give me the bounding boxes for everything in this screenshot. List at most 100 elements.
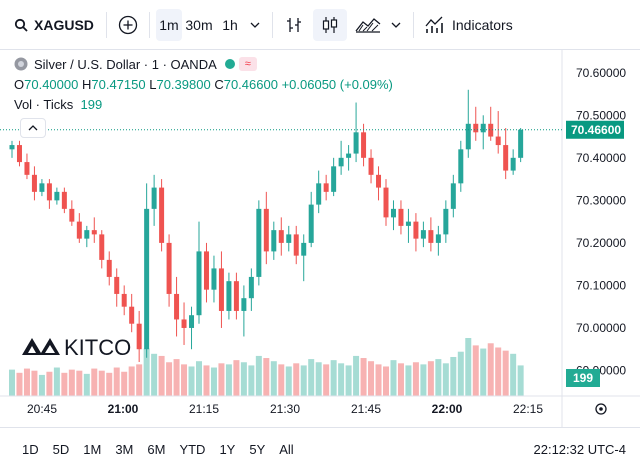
interval-1m-button[interactable]: 1m	[156, 8, 182, 41]
settings-icon-center	[599, 407, 603, 411]
volume-bar	[225, 364, 232, 396]
legend-volume-row: Vol · Ticks 199	[14, 94, 393, 114]
settings-icon[interactable]	[595, 403, 607, 415]
price-tick-label: 70.30000	[576, 193, 626, 207]
volume-bar	[435, 359, 442, 396]
price-tick-label: 70.40000	[576, 151, 626, 165]
price-tick-label: 70.50000	[576, 108, 626, 122]
range-1y-button[interactable]: 1Y	[219, 442, 236, 457]
area-chart-type-button[interactable]	[351, 9, 385, 41]
candle-body	[136, 323, 142, 350]
price-chart[interactable]: KITCO 70.60000 70.50000 70.40000 70.30000 70.…	[0, 50, 640, 427]
candle-body	[189, 315, 195, 328]
date-range-group: 1D 5D 1M 3M 6M YTD 1Y 5Y All	[0, 442, 300, 457]
volume-bar	[293, 363, 300, 396]
time-tick-label: 21:45	[351, 402, 381, 416]
volume-bar	[450, 356, 457, 396]
interval-1h-button[interactable]: 1h	[216, 9, 244, 41]
bar-chart-type-button[interactable]	[279, 9, 309, 41]
close-label: C	[214, 76, 224, 92]
price-tick-label: 70.00000	[576, 321, 626, 335]
volume-bar	[412, 362, 419, 396]
candle-body	[256, 208, 262, 277]
volume-bar	[240, 362, 247, 396]
range-5y-button[interactable]: 5Y	[249, 442, 266, 457]
indicators-button[interactable]: Indicators	[420, 9, 513, 41]
candles-icon	[322, 16, 338, 33]
compare-button[interactable]	[113, 9, 143, 41]
candle-body	[76, 221, 82, 239]
legend-ohlc-row: O 70.40000 H 70.47150 L 70.39800 C 70.46600 …	[14, 74, 393, 94]
collapse-legend-button[interactable]	[20, 118, 46, 138]
close-value: 70.46600	[223, 76, 278, 92]
volume-bar	[315, 362, 322, 396]
candle-chart-type-button[interactable]	[313, 8, 347, 41]
change-value: +0.06050 (+0.09%)	[281, 76, 393, 92]
high-label: H	[81, 76, 92, 92]
volume-bar	[46, 371, 53, 396]
candle-body	[181, 319, 187, 328]
symbol-search[interactable]: XAGUSD	[0, 9, 100, 41]
candle-body	[301, 242, 307, 256]
range-1m-button[interactable]: 1M	[83, 442, 102, 457]
toolbar-divider	[413, 11, 414, 38]
timezone-clock[interactable]: 22:12:32 UTC-4	[533, 442, 627, 457]
candle-body	[331, 166, 337, 192]
chart-type-dropdown[interactable]	[385, 9, 407, 41]
search-icon	[14, 18, 28, 32]
range-1d-button[interactable]: 1D	[22, 442, 39, 457]
volume-bar	[166, 362, 173, 396]
candle-body	[16, 145, 22, 163]
symbol-label: XAGUSD	[34, 16, 94, 33]
candle-body	[435, 234, 441, 243]
range-all-button[interactable]: All	[279, 442, 294, 457]
candle-body	[473, 123, 479, 133]
range-ytd-button[interactable]: YTD	[179, 442, 206, 457]
volume-bar	[113, 367, 120, 396]
volume-bar	[98, 370, 105, 396]
volume-bar	[390, 360, 397, 396]
candle-body	[233, 281, 239, 311]
volume-bar	[210, 367, 217, 396]
volume-bar	[16, 372, 23, 396]
interval-label: 1m	[159, 16, 179, 33]
kitco-watermark: KITCO	[64, 335, 131, 360]
volume-bar	[405, 365, 412, 396]
volume-bar	[106, 372, 113, 396]
volume-bar	[143, 348, 150, 396]
ohlc-bars-icon	[287, 17, 301, 32]
volume-bar	[233, 360, 240, 396]
range-5d-button[interactable]: 5D	[52, 442, 70, 457]
high-value: 70.47150	[91, 76, 146, 92]
volume-bar	[300, 365, 307, 396]
price-tick-label: 70.10000	[576, 278, 626, 292]
chevron-down-icon	[391, 22, 401, 28]
volume-bar	[465, 338, 472, 396]
volume-bar	[248, 365, 255, 396]
range-3m-button[interactable]: 3M	[115, 442, 134, 457]
candle-body	[61, 191, 67, 209]
time-tick-label: 22:00	[432, 402, 463, 416]
volume-bar	[517, 365, 524, 396]
volume-bar	[121, 371, 128, 396]
volume-bar	[427, 361, 434, 396]
range-6m-button[interactable]: 6M	[147, 442, 166, 457]
volume-bar	[9, 369, 15, 396]
volume-bar	[203, 365, 210, 396]
silver-symbol-icon	[14, 57, 28, 71]
volume-value: 199	[80, 96, 103, 112]
candle-body	[488, 123, 494, 137]
interval-dropdown[interactable]	[244, 9, 266, 41]
interval-30m-button[interactable]: 30m	[182, 9, 216, 41]
volume-bar	[136, 364, 143, 396]
candle-body	[480, 123, 486, 133]
legend-title: Silver / U.S. Dollar · 1 · OANDA	[34, 56, 217, 72]
candle-body	[458, 149, 464, 184]
volume-bar	[368, 361, 375, 396]
candle-body	[46, 183, 52, 201]
data-flag-icon: ≈	[238, 57, 257, 71]
volume-bar	[420, 364, 427, 396]
candle-body	[54, 191, 60, 201]
volume-bar	[510, 353, 517, 396]
candle-body	[203, 251, 209, 290]
